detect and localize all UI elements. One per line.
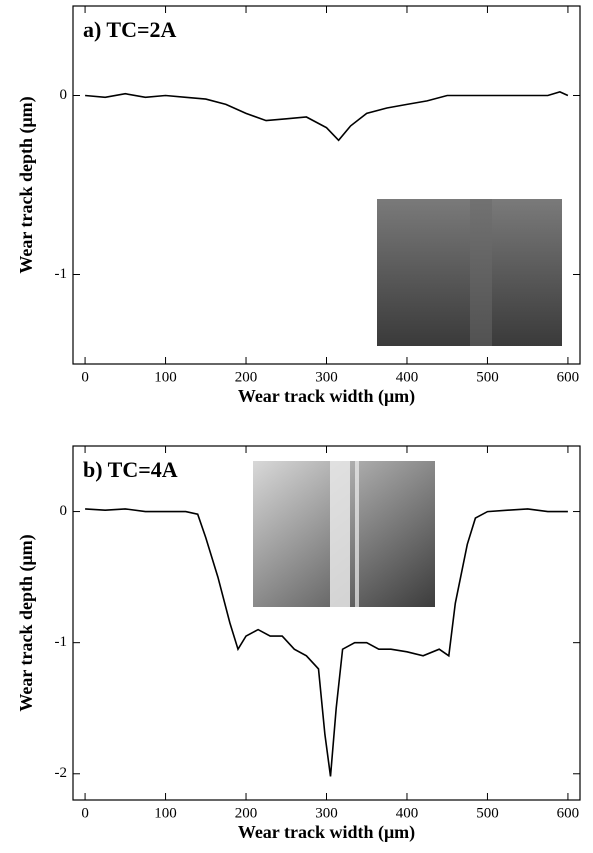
x-axis-label: Wear track width (μm) xyxy=(238,386,415,407)
x-tick-label: 0 xyxy=(81,805,89,821)
y-tick-label: -1 xyxy=(55,634,68,650)
x-tick-label: 600 xyxy=(557,369,580,385)
x-axis-label: Wear track width (μm) xyxy=(238,822,415,843)
x-tick-label: 100 xyxy=(154,805,177,821)
x-tick-label: 200 xyxy=(235,369,258,385)
inset-image-b xyxy=(253,461,435,607)
data-line xyxy=(85,508,568,777)
panel-annotation: a) TC=2A xyxy=(83,17,177,42)
y-tick-label: 0 xyxy=(60,87,68,103)
data-line xyxy=(85,91,569,142)
x-tick-label: 200 xyxy=(235,805,258,821)
x-tick-label: 400 xyxy=(396,369,419,385)
x-tick-label: 100 xyxy=(154,369,177,385)
x-tick-label: 500 xyxy=(476,805,499,821)
y-tick-label: 0 xyxy=(60,503,68,519)
y-axis-label: Wear track depth (μm) xyxy=(16,534,37,711)
panel-annotation: b) TC=4A xyxy=(83,457,178,482)
y-tick-label: -2 xyxy=(55,765,68,781)
x-tick-label: 300 xyxy=(315,369,338,385)
y-axis-label: Wear track depth (μm) xyxy=(16,96,37,273)
x-tick-label: 0 xyxy=(81,369,89,385)
x-tick-label: 400 xyxy=(396,805,419,821)
x-tick-label: 500 xyxy=(476,369,499,385)
x-tick-label: 300 xyxy=(315,805,338,821)
inset-image-a xyxy=(377,199,562,346)
x-tick-label: 600 xyxy=(557,805,580,821)
y-tick-label: -1 xyxy=(55,266,68,282)
